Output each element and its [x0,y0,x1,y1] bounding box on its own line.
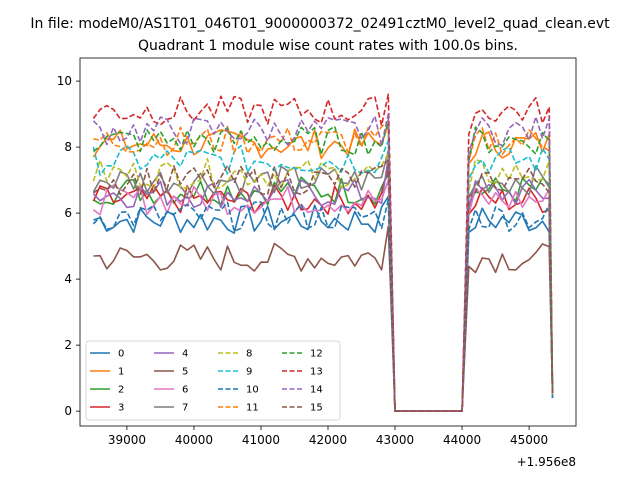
legend-label-4: 4 [182,349,188,360]
series-9-line [92,139,554,412]
y-tick-label: 0 [64,404,72,418]
series-6-line [92,179,554,412]
legend-label-6: 6 [182,385,188,396]
legend-label-3: 3 [118,403,124,414]
legend-label-5: 5 [182,367,188,378]
series-15-line [92,159,554,412]
x-offset-label: +1.956e8 [517,455,576,469]
legend-label-9: 9 [246,367,252,378]
legend-label-15: 15 [310,403,323,414]
legend-label-0: 0 [118,349,124,360]
legend-label-2: 2 [118,385,124,396]
x-tick-label: 42000 [309,433,347,447]
x-axis: 39000 40000 41000 42000 43000 44000 45000 [108,426,548,447]
x-tick-label: 40000 [175,433,213,447]
series-12-line [92,119,554,412]
legend-box [85,340,341,421]
legend-label-10: 10 [246,385,259,396]
x-tick-label: 43000 [376,433,414,447]
legend-label-8: 8 [246,349,252,360]
series-14-line [92,113,554,412]
y-axis: 0 2 4 6 8 10 [57,74,80,418]
series-1-line [92,123,554,412]
y-tick-label: 2 [64,338,72,352]
x-tick-label: 44000 [443,433,481,447]
series-0-line [93,195,554,412]
y-tick-label: 6 [64,206,72,220]
figure-suptitle: In file: modeM0/AS1T01_046T01_9000000372… [30,16,610,32]
y-tick-label: 8 [64,140,72,154]
legend-label-11: 11 [246,403,259,414]
x-tick-label: 39000 [108,433,146,447]
series-layer [92,93,554,412]
y-tick-label: 4 [64,272,72,286]
series-4-line [92,156,554,412]
legend-label-14: 14 [310,385,323,396]
legend-label-13: 13 [310,367,323,378]
chart-title: Quadrant 1 module wise count rates with … [138,38,518,54]
legend-label-1: 1 [118,367,124,378]
series-5-line [93,225,554,412]
series-7-line [92,149,554,412]
x-tick-label: 45000 [510,433,548,447]
series-8-line [92,152,554,412]
x-tick-label: 41000 [242,433,280,447]
series-13-line [92,93,554,412]
series-11-line [93,119,554,412]
legend-label-7: 7 [182,403,188,414]
legend-label-12: 12 [310,349,323,360]
y-tick-label: 10 [57,74,72,88]
series-3-line [92,166,554,412]
